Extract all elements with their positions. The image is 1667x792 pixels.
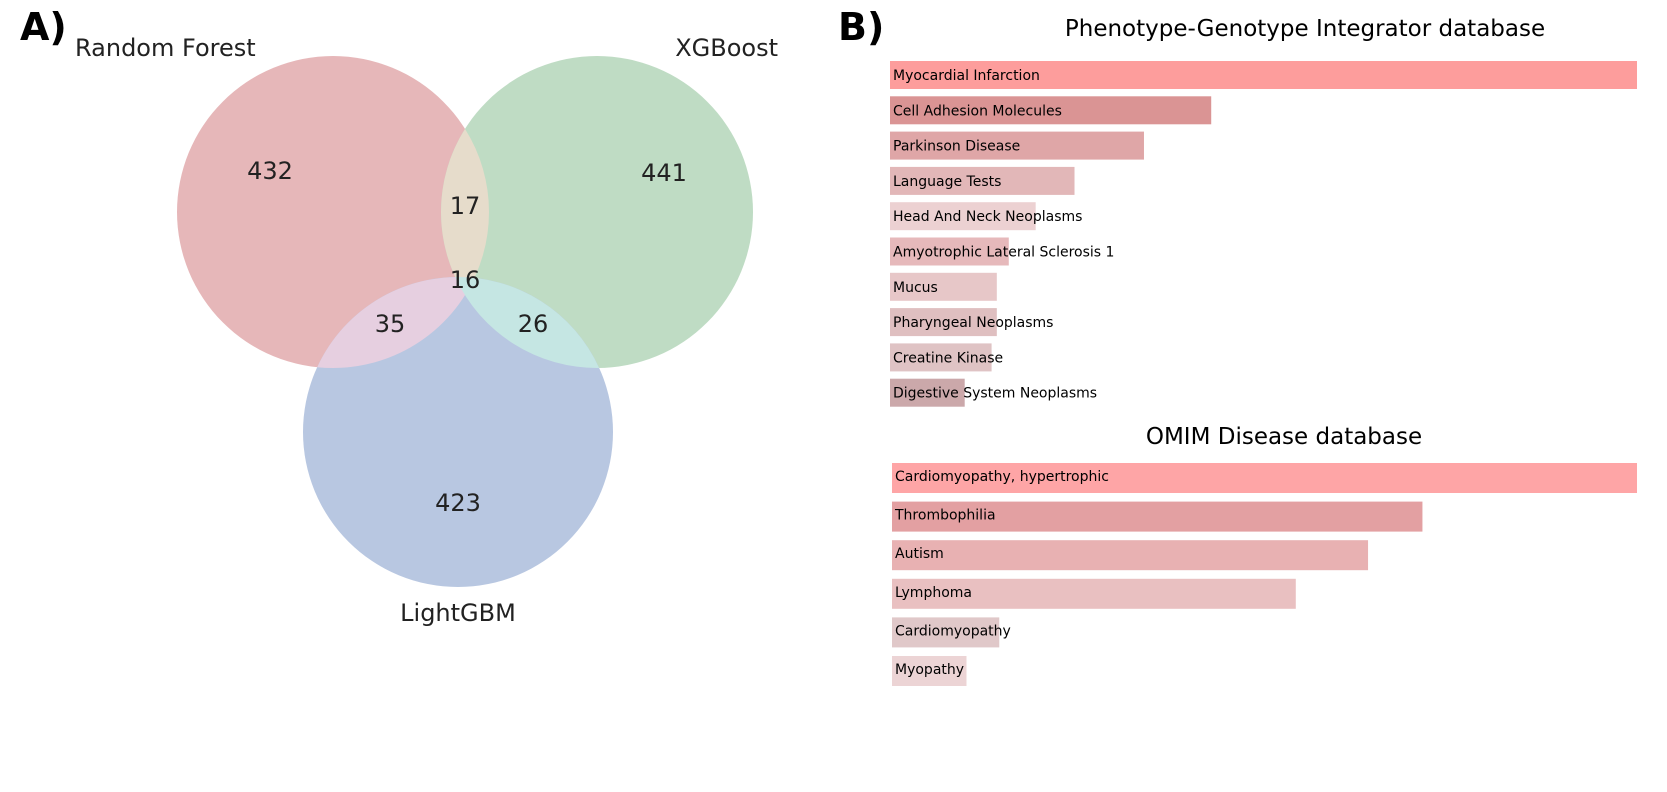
venn-count-lightgbm-only: 423 (435, 489, 481, 517)
pgi-bar-label: Language Tests (893, 174, 1001, 190)
venn-set-label-xgboost: XGBoost (675, 34, 778, 62)
pgi-bar (890, 378, 965, 407)
venn-count-xgboost-lightgbm: 26 (518, 310, 549, 338)
pgi-bar-label: Creatine Kinase (893, 350, 1003, 366)
omim-bar-label: Myopathy (895, 662, 964, 678)
venn-set-label-random-forest: Random Forest (75, 34, 256, 62)
venn-region-random-forest-xgboost (441, 128, 490, 296)
omim-bar-chart: OMIM Disease database Cardiomyopathy, hy… (892, 424, 1637, 686)
pgi-bar (890, 61, 1637, 89)
pgi-bar-label: Amyotrophic Lateral Sclerosis 1 (893, 245, 1114, 261)
omim-bar (892, 463, 1637, 493)
pgi-bar (890, 202, 1036, 231)
venn-diagram: Random Forest XGBoost LightGBM 432 441 4… (75, 34, 778, 627)
pgi-bar-label: Cell Adhesion Molecules (893, 103, 1062, 119)
pgi-bar-label: Digestive System Neoplasms (893, 386, 1097, 402)
panel-a-label: A) (20, 5, 67, 49)
venn-count-random-forest-xgboost: 17 (450, 192, 481, 220)
omim-chart-title: OMIM Disease database (1146, 424, 1422, 450)
pgi-bar (890, 96, 1212, 125)
pgi-bar-label: Parkinson Disease (893, 139, 1020, 155)
pgi-bar-label: Head And Neck Neoplasms (893, 209, 1082, 225)
pgi-bar (890, 166, 1075, 195)
omim-bar (892, 656, 967, 686)
omim-bar (892, 578, 1296, 609)
omim-bar-label: Cardiomyopathy (895, 623, 1011, 639)
pgi-bar (890, 272, 997, 301)
pgi-bar (890, 237, 1009, 266)
omim-bar-label: Cardiomyopathy, hypertrophic (895, 469, 1109, 485)
omim-bar (892, 501, 1423, 532)
venn-count-xgboost-only: 441 (641, 159, 687, 187)
venn-set-label-lightgbm: LightGBM (400, 599, 516, 627)
omim-bar-label: Autism (895, 546, 944, 562)
venn-count-random-forest-lightgbm: 35 (375, 310, 406, 338)
pgi-bar-chart: Phenotype-Genotype Integrator database M… (890, 16, 1637, 407)
omim-bar (892, 540, 1369, 571)
omim-bar (892, 617, 1000, 648)
pgi-chart-title: Phenotype-Genotype Integrator database (1065, 16, 1545, 42)
pgi-bar-label: Myocardial Infarction (893, 68, 1040, 84)
venn-region-xgboost-lightgbm (455, 277, 600, 368)
pgi-bar (890, 308, 997, 337)
pgi-bar-label: Mucus (893, 280, 938, 296)
venn-count-random-forest-only: 432 (247, 157, 293, 185)
pgi-bar-label: Pharyngeal Neoplasms (893, 315, 1053, 331)
omim-bar-label: Lymphoma (895, 585, 972, 601)
panel-b-label: B) (838, 5, 884, 49)
venn-count-all-three: 16 (450, 266, 481, 294)
omim-bar-label: Thrombophilia (894, 508, 996, 524)
pgi-bar (890, 131, 1144, 160)
venn-region-random-forest-lightgbm (317, 277, 475, 368)
pgi-bar (890, 343, 992, 372)
